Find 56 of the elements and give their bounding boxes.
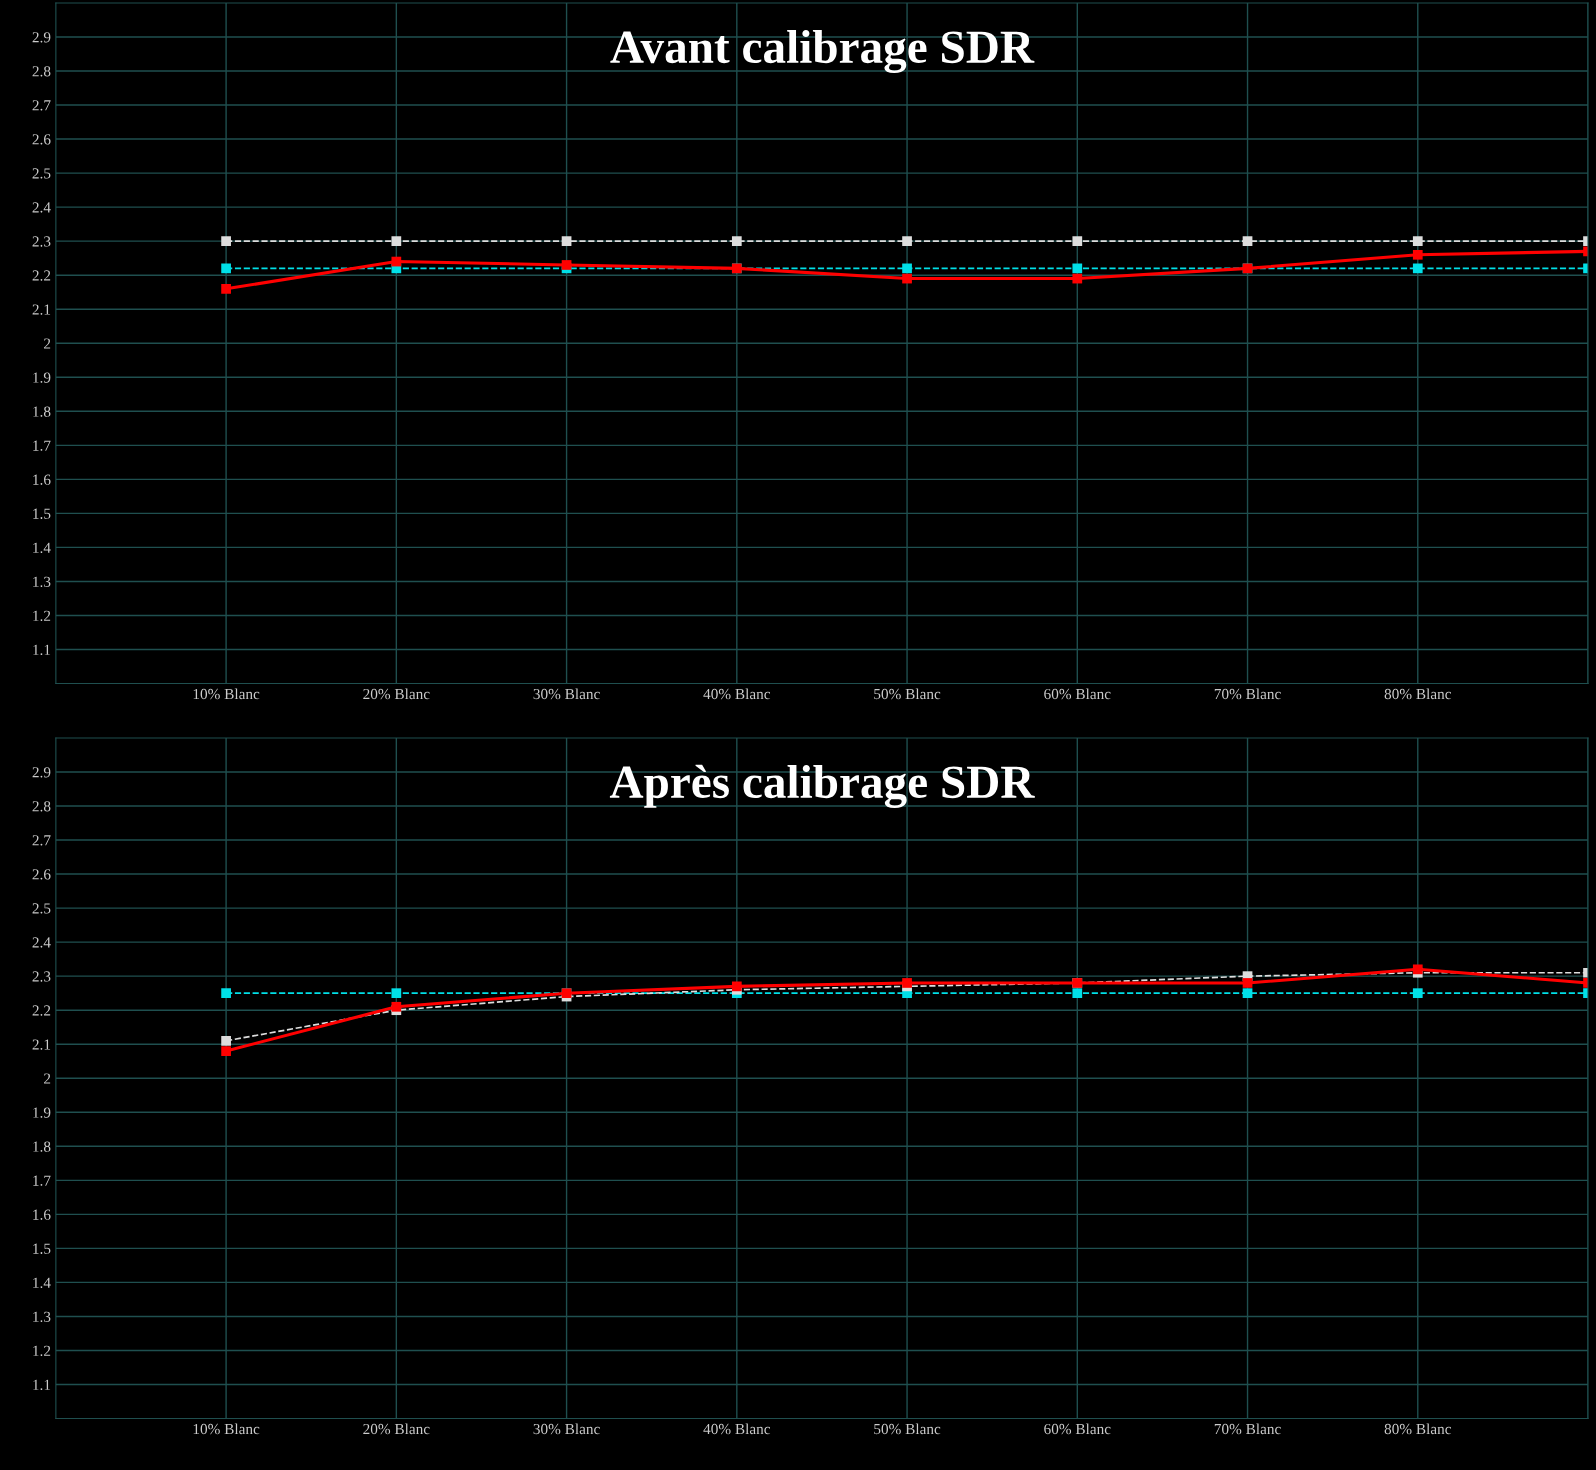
y-tick-label: 1.2 [33, 1345, 51, 1357]
y-tick-label: 1.8 [33, 406, 51, 417]
y-tick-label: 1.7 [33, 440, 51, 451]
y-tick-label: 2.9 [32, 767, 51, 778]
y-tick-label: 1.1 [33, 1379, 51, 1391]
y-tick-label: 1.4 [33, 1277, 51, 1288]
x-tick-label: 40% Blanc [703, 1423, 771, 1435]
y-tick-label: 2 [44, 338, 51, 349]
x-tick-label: 30% Blanc [533, 688, 600, 700]
y-tick-label: 2.4 [32, 202, 51, 213]
text: Avant calibrage SDR [610, 29, 1035, 74]
y-tick-label: 2.8 [32, 66, 51, 77]
y-tick-label: 2.6 [32, 869, 51, 880]
y-tick-label: 1.6 [33, 1209, 51, 1220]
x-tick-label: 60% Blanc [1044, 688, 1111, 700]
x-tick-label: 10% Blanc [193, 1423, 260, 1435]
y-tick-label: 2.7 [32, 835, 51, 846]
y-tick-label: 1.8 [33, 1141, 51, 1152]
y-tick-label: 1.3 [33, 1311, 51, 1322]
y-tick-label: 2.8 [32, 801, 51, 812]
y-tick-label: 1.3 [33, 576, 51, 587]
y-tick-label: 2 [44, 1073, 51, 1084]
x-tick-label: 20% Blanc [363, 1423, 430, 1435]
y-tick-label: 1.1 [33, 644, 51, 656]
y-tick-label: 2.7 [32, 100, 51, 111]
y-tick-label: 2.2 [32, 1005, 51, 1016]
x-tick-label: 70% Blanc [1214, 1423, 1281, 1435]
y-tick-label: 1.9 [33, 1107, 51, 1118]
y-tick-label: 2.5 [32, 903, 51, 914]
x-tick-label: 70% Blanc [1214, 688, 1281, 700]
y-tick-label: 2.1 [32, 1039, 51, 1050]
y-tick-label: 2.4 [32, 937, 51, 948]
y-tick-label: 1.9 [33, 372, 51, 383]
x-tick-label: 50% Blanc [874, 1423, 941, 1435]
x-tick-label: 80% Blanc [1384, 1423, 1452, 1435]
y-tick-label: 1.5 [33, 1243, 51, 1254]
y-tick-label: 2.6 [32, 134, 51, 145]
y-tick-label: 1.2 [33, 610, 51, 622]
y-tick-label: 2.3 [32, 236, 51, 247]
x-tick-label: 60% Blanc [1044, 1423, 1111, 1435]
y-tick-label: 2.5 [32, 168, 51, 179]
x-tick-label: 30% Blanc [533, 1423, 600, 1435]
y-tick-label: 1.4 [33, 542, 51, 553]
y-tick-label: 1.6 [33, 474, 51, 485]
y-tick-label: 1.7 [33, 1175, 51, 1186]
text: Après calibrage SDR [609, 764, 1035, 809]
y-tick-label: 2.2 [32, 270, 51, 281]
y-tick-label: 2.9 [32, 32, 51, 43]
y-tick-label: 2.1 [32, 304, 51, 315]
y-tick-label: 1.5 [33, 508, 51, 519]
x-tick-label: 50% Blanc [874, 688, 941, 700]
y-tick-label: 2.3 [32, 971, 51, 982]
x-tick-label: 80% Blanc [1384, 688, 1452, 700]
x-tick-label: 20% Blanc [363, 688, 430, 700]
x-tick-label: 10% Blanc [193, 688, 260, 700]
x-tick-label: 40% Blanc [703, 688, 771, 700]
